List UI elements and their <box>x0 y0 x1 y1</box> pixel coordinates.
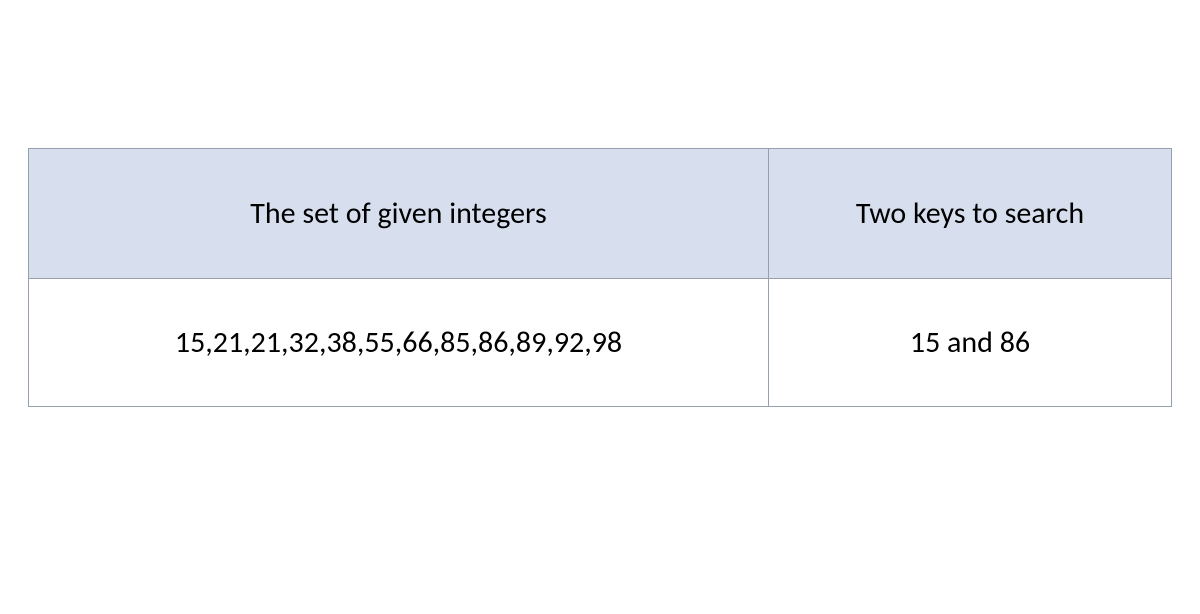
cell-keys: 15 and 86 <box>769 279 1172 407</box>
header-cell-keys: Two keys to search <box>769 149 1172 279</box>
table-row: 15,21,21,32,38,55,66,85,86,89,92,98 15 a… <box>29 279 1172 407</box>
page: The set of given integers Two keys to se… <box>0 0 1200 614</box>
header-cell-integers: The set of given integers <box>29 149 769 279</box>
cell-integers: 15,21,21,32,38,55,66,85,86,89,92,98 <box>29 279 769 407</box>
data-table: The set of given integers Two keys to se… <box>28 148 1172 407</box>
table-header-row: The set of given integers Two keys to se… <box>29 149 1172 279</box>
